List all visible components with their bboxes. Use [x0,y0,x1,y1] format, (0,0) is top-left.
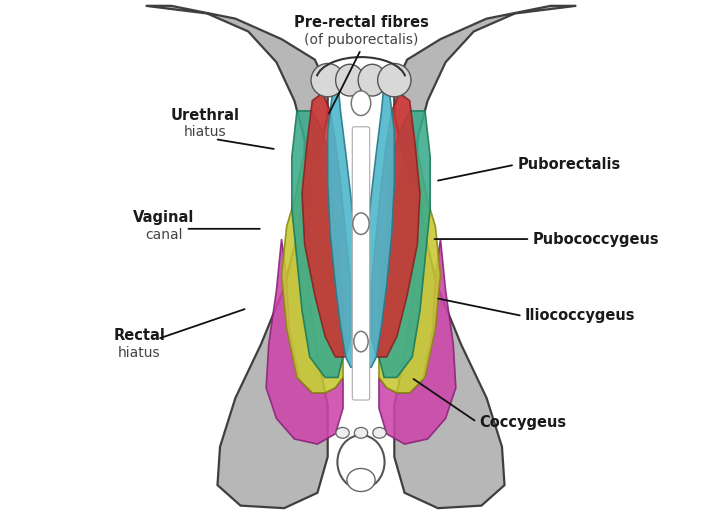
Polygon shape [146,6,328,508]
Text: Urethral: Urethral [170,107,239,122]
Ellipse shape [373,428,386,438]
Text: Vaginal: Vaginal [133,210,194,225]
Text: hiatus: hiatus [183,125,226,139]
Text: Pubococcygeus: Pubococcygeus [533,232,659,247]
Ellipse shape [336,428,349,438]
Polygon shape [379,111,430,377]
Text: Pre-rectal fibres: Pre-rectal fibres [294,15,428,30]
Text: Iliococcygeus: Iliococcygeus [525,308,635,323]
Ellipse shape [354,332,368,352]
Ellipse shape [311,64,344,97]
Polygon shape [292,111,343,377]
Ellipse shape [336,64,364,96]
Text: (of puborectalis): (of puborectalis) [304,33,418,47]
Ellipse shape [353,213,369,234]
Polygon shape [379,142,440,393]
Ellipse shape [352,91,370,116]
Text: hiatus: hiatus [118,346,161,360]
Text: canal: canal [145,228,183,242]
Polygon shape [328,83,361,367]
Ellipse shape [337,435,385,489]
Text: Puborectalis: Puborectalis [518,157,621,172]
Ellipse shape [378,64,411,97]
Text: Rectal: Rectal [113,328,165,343]
FancyBboxPatch shape [352,127,370,400]
Polygon shape [394,6,576,508]
Ellipse shape [358,64,386,96]
Polygon shape [371,93,420,357]
Ellipse shape [347,468,375,491]
Polygon shape [379,239,456,444]
Polygon shape [282,142,343,393]
Polygon shape [302,93,351,357]
Polygon shape [361,83,394,367]
Ellipse shape [355,428,367,438]
Polygon shape [266,239,343,444]
Text: Coccygeus: Coccygeus [479,415,566,430]
